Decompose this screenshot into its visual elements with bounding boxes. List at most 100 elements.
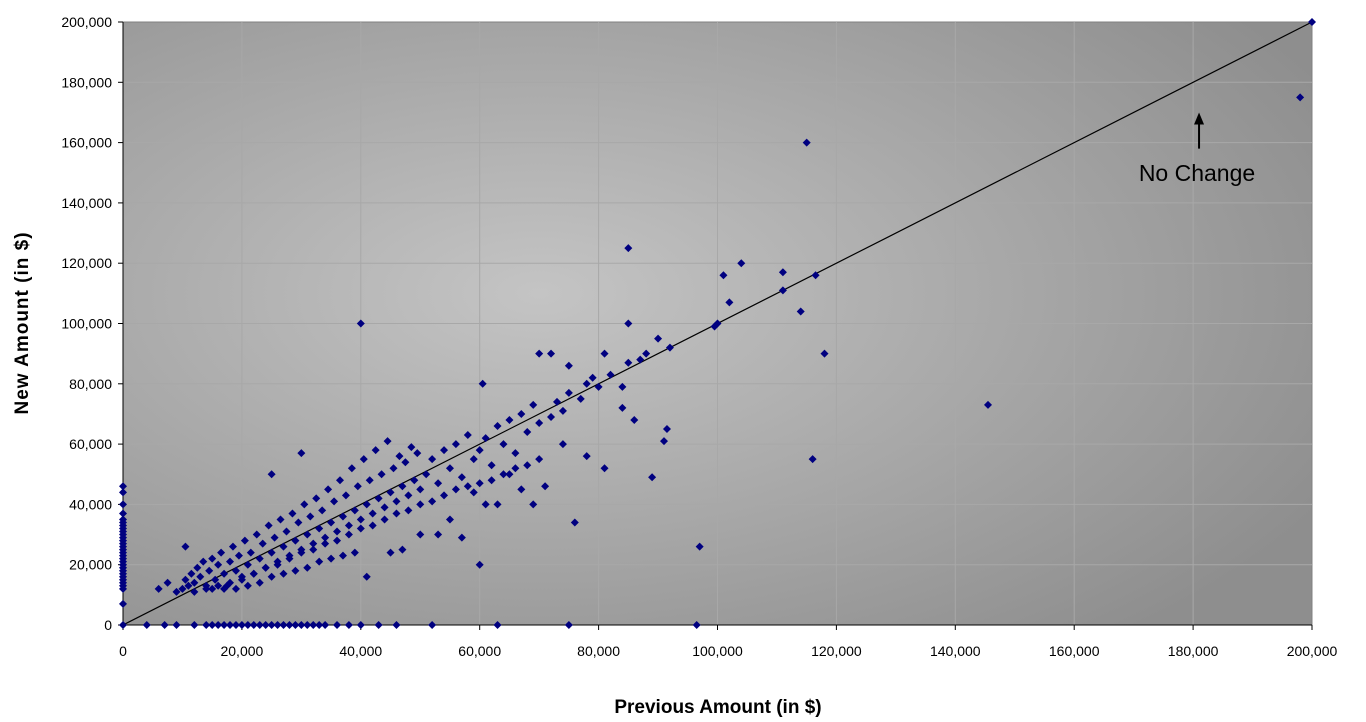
data-point [695, 542, 704, 551]
data-point [119, 488, 127, 497]
data-point [487, 461, 496, 470]
data-point [594, 382, 603, 391]
data-point [428, 621, 437, 629]
data-point [1308, 18, 1316, 26]
data-point [172, 621, 181, 629]
data-point [493, 422, 502, 431]
data-point [422, 470, 431, 479]
data-point [475, 560, 484, 569]
y-tick-label: 140,000 [61, 195, 112, 211]
data-point [383, 437, 392, 446]
data-point [324, 485, 333, 494]
data-point [226, 578, 235, 587]
data-point [338, 551, 347, 560]
data-point [338, 512, 347, 521]
data-point [344, 521, 353, 530]
data-point [624, 319, 633, 328]
data-point [511, 449, 520, 458]
data-point [475, 479, 484, 488]
data-point [341, 491, 350, 500]
data-point [481, 434, 490, 443]
data-point [214, 621, 223, 629]
data-point [778, 286, 787, 295]
data-point [463, 431, 472, 440]
data-point [547, 412, 556, 421]
data-point [249, 621, 258, 629]
annotation: No Change [1139, 112, 1255, 186]
data-point [356, 524, 365, 533]
data-point [199, 557, 208, 566]
x-tick-label: 100,000 [692, 643, 743, 659]
data-point [582, 379, 591, 388]
x-tick-label: 200,000 [1287, 643, 1338, 659]
data-point [630, 415, 639, 424]
tick-labels: 0 20,000 40,000 60,000 80,000 100,000 120,000 1… [61, 14, 1337, 659]
data-point [255, 578, 264, 587]
data-point [636, 355, 645, 364]
data-point [386, 488, 395, 497]
data-point [243, 581, 252, 590]
data-point [475, 446, 484, 455]
data-point [811, 271, 820, 280]
x-axis-title: Previous Amount (in $) [614, 697, 821, 718]
data-point [564, 361, 573, 370]
data-point [719, 271, 728, 280]
data-point [808, 455, 817, 464]
data-point [713, 319, 722, 328]
data-point [267, 572, 276, 581]
data-point [1296, 93, 1305, 102]
data-point [226, 557, 235, 566]
y-tick-label: 180,000 [61, 74, 112, 90]
data-point [291, 536, 300, 545]
data-point [282, 527, 291, 536]
data-point [440, 446, 449, 455]
data-point [315, 524, 324, 533]
data-point [237, 621, 246, 629]
data-point [220, 621, 229, 629]
data-point [564, 621, 573, 629]
data-point [321, 533, 330, 542]
data-point [243, 560, 252, 569]
data-point [457, 533, 466, 542]
data-point [142, 621, 151, 629]
data-point [499, 440, 508, 449]
data-point [264, 521, 273, 530]
data-point [648, 473, 657, 482]
data-point [160, 621, 169, 629]
data-point [202, 584, 211, 593]
data-point [190, 587, 199, 596]
data-point [398, 482, 407, 491]
data-point [297, 621, 306, 629]
data-point [309, 545, 318, 554]
data-point [279, 569, 288, 578]
data-point [249, 569, 258, 578]
data-point [231, 584, 240, 593]
data-point [600, 464, 609, 473]
data-point [434, 530, 443, 539]
data-point [642, 349, 651, 358]
data-point [737, 259, 746, 268]
data-point [163, 578, 172, 587]
data-point [350, 506, 359, 515]
data-point [119, 509, 127, 518]
data-point [404, 506, 413, 515]
x-tick-label: 140,000 [930, 643, 981, 659]
data-point [600, 349, 609, 358]
data-point [392, 621, 401, 629]
data-point [255, 554, 264, 563]
data-point [547, 349, 556, 358]
data-point [428, 497, 437, 506]
data-point [187, 569, 196, 578]
data-point [499, 470, 508, 479]
data-point [552, 397, 561, 406]
data-point [258, 539, 267, 548]
data-point [353, 482, 362, 491]
data-point [407, 443, 416, 452]
y-tick-label: 160,000 [61, 135, 112, 151]
data-point [624, 244, 633, 253]
data-point [541, 482, 550, 491]
x-tick-label: 60,000 [458, 643, 501, 659]
data-point [618, 403, 627, 412]
data-point [237, 572, 246, 581]
